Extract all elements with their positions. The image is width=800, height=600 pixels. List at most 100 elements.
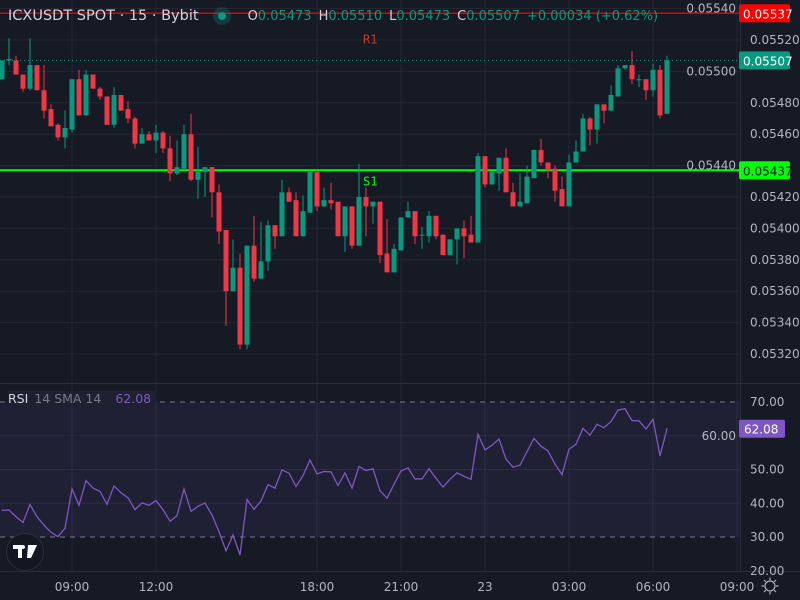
price-tick-label: 0.05480	[750, 96, 800, 110]
candle	[69, 79, 75, 133]
candle-body	[286, 192, 292, 202]
candle-body	[48, 109, 54, 127]
candle-body	[335, 201, 341, 237]
candle	[13, 55, 19, 75]
candle	[510, 182, 516, 207]
candle	[636, 74, 642, 88]
rsi-point	[190, 510, 192, 512]
time-tick-label: 06:00	[636, 580, 671, 594]
rsi-point	[400, 470, 402, 472]
rsi-point	[281, 469, 283, 471]
candle	[62, 110, 68, 149]
candle	[244, 245, 250, 350]
rsi-tick-label: 30.00	[750, 530, 784, 544]
high-label: H	[318, 8, 329, 24]
rsi-point	[169, 520, 171, 522]
rsi-point	[316, 473, 318, 475]
rsi-legend[interactable]: RSI 14 SMA 14 62.08	[8, 391, 156, 406]
candle	[475, 153, 481, 243]
candle	[139, 127, 145, 144]
candle-body	[258, 261, 264, 279]
rsi-point	[631, 419, 633, 422]
tradingview-logo-icon[interactable]	[6, 533, 44, 571]
rsi-point	[512, 466, 514, 468]
candle-body	[356, 197, 362, 246]
rsi-point	[624, 408, 626, 410]
candle	[272, 225, 278, 249]
gear-icon[interactable]	[761, 577, 779, 595]
candle	[153, 124, 159, 154]
candle-body	[468, 234, 474, 243]
candle-body	[307, 171, 313, 213]
rsi-point	[484, 449, 486, 451]
candle-body	[20, 74, 26, 89]
low-value: 0.05473	[396, 8, 451, 24]
rsi-point	[288, 472, 290, 474]
time-tick-label: 23	[477, 580, 492, 594]
level-price-badge	[739, 4, 790, 23]
candle-body	[27, 65, 33, 89]
candle-body	[216, 192, 222, 232]
candle-body	[524, 176, 530, 204]
candle	[552, 165, 558, 202]
candle-body	[41, 90, 47, 111]
rsi-point	[358, 465, 360, 468]
rsi-point	[57, 536, 59, 538]
candle	[538, 138, 544, 166]
rsi-point	[596, 423, 598, 425]
rsi-value-badge	[739, 419, 785, 438]
candle-body	[97, 88, 103, 97]
candle-body	[608, 94, 614, 111]
candle	[6, 38, 12, 66]
candle	[300, 195, 306, 237]
candle-body	[650, 69, 656, 91]
price-tick-label: 0.05420	[750, 190, 800, 204]
rsi-point	[92, 487, 94, 489]
candle-body	[181, 134, 187, 169]
candle-body	[272, 225, 278, 237]
rsi-point	[85, 480, 87, 482]
rsi-point	[547, 450, 549, 452]
rsi-params: 14 SMA 14	[34, 391, 102, 406]
rsi-point	[78, 504, 80, 506]
candle	[524, 165, 530, 204]
candle-body	[160, 132, 166, 149]
axes[interactable]: 0.05540 0.05520 0.05500 0.05480 0.05460 0.054…	[55, 2, 800, 594]
candle	[188, 113, 194, 182]
candle-body	[279, 192, 285, 237]
candle	[433, 215, 439, 240]
candle-body	[475, 156, 481, 243]
candle	[580, 113, 586, 152]
candle-body	[62, 127, 68, 138]
rsi-name: RSI	[8, 391, 29, 406]
candle-body	[223, 229, 229, 292]
rsi-point	[666, 428, 668, 430]
rsi-point	[519, 464, 521, 466]
candle	[27, 38, 33, 91]
price-tick-label: 0.05500	[686, 64, 736, 78]
rsi-point	[302, 474, 304, 477]
rsi-point	[645, 428, 647, 430]
rsi-point	[295, 485, 297, 487]
rsi-point	[372, 468, 374, 470]
rsi-point	[344, 472, 346, 474]
candle	[531, 149, 537, 179]
rsi-point	[176, 515, 178, 517]
level-label-r1: R1	[363, 32, 377, 46]
candle	[167, 135, 173, 182]
candle-body	[580, 118, 586, 152]
close-value: 0.05507	[466, 8, 520, 24]
market-status-dot-icon[interactable]	[212, 7, 231, 25]
candle	[447, 239, 453, 256]
candle	[363, 187, 369, 237]
candle	[314, 171, 320, 212]
candle	[370, 201, 376, 224]
rsi-point	[526, 451, 528, 453]
symbol-title[interactable]: ICXUSDT SPOT · 15 · Bybit	[8, 8, 199, 24]
candle	[195, 146, 201, 199]
candle	[174, 140, 180, 176]
candle	[440, 234, 446, 256]
rsi-point	[491, 444, 493, 446]
rsi-tick-label: 50.00	[750, 463, 784, 477]
